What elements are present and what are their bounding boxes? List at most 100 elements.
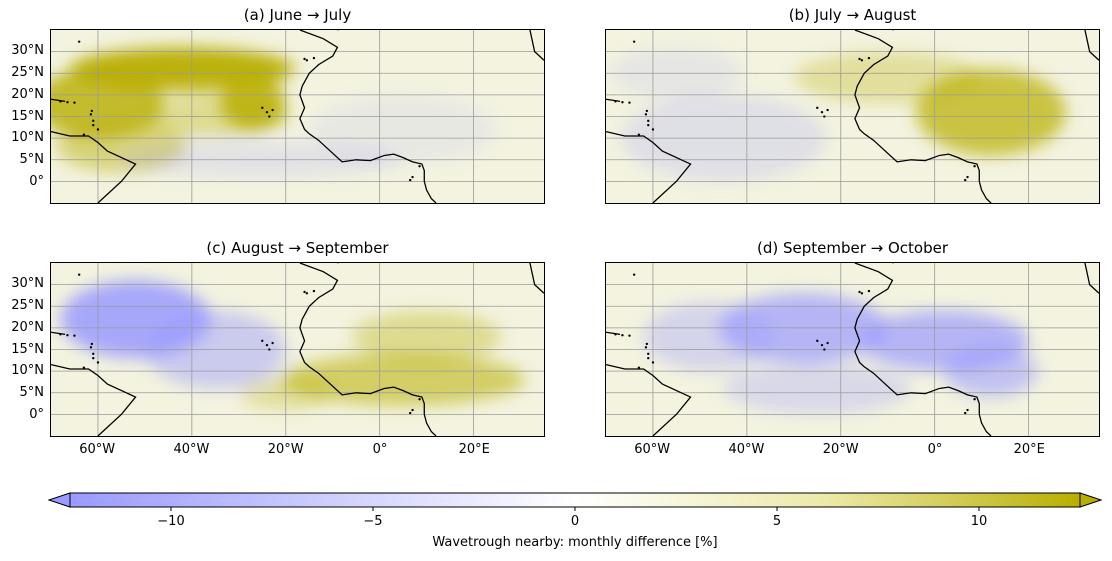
lat-tick-label: 0° [29, 174, 44, 190]
island [77, 273, 81, 276]
island [418, 398, 421, 401]
coastline [854, 30, 992, 203]
coastline [606, 98, 621, 103]
colorbar-tick-label: 5 [772, 514, 782, 529]
island [89, 346, 93, 349]
island [303, 290, 306, 294]
island [92, 356, 95, 360]
lat-tick-label: 30°N [11, 275, 44, 291]
island [96, 128, 100, 131]
map-panel-d [605, 262, 1100, 437]
island [66, 334, 69, 337]
island [73, 101, 76, 104]
colorbar-extend-high [1079, 492, 1102, 508]
lat-tick-label: 10°N [11, 363, 44, 379]
lon-tick-label: 20°W [822, 442, 859, 457]
island [637, 366, 641, 369]
island [645, 342, 649, 346]
island [966, 175, 969, 179]
island [621, 101, 624, 104]
map-panel-a [50, 29, 545, 204]
island [312, 289, 316, 293]
lat-tick-label: 15°N [11, 108, 44, 124]
panel-b-title: (b) July → August [788, 6, 917, 24]
island [614, 100, 617, 103]
island [82, 366, 86, 369]
island [963, 411, 967, 415]
island [632, 273, 636, 276]
island [632, 40, 636, 43]
positive-anomaly [793, 51, 982, 104]
island [268, 348, 271, 351]
coastline [1084, 263, 1099, 294]
island [826, 108, 829, 112]
coastline [299, 263, 437, 436]
coastline [606, 130, 692, 203]
island [90, 342, 94, 346]
lat-tick-label: 10°N [11, 130, 44, 146]
coastline [51, 130, 137, 203]
map-panel-b [605, 29, 1100, 204]
island [305, 292, 309, 295]
island [651, 361, 655, 364]
island [90, 109, 94, 113]
island [823, 115, 826, 118]
island [92, 123, 95, 127]
lon-tick-label: 40°W [173, 442, 210, 457]
lon-tick-label: 60°W [79, 442, 116, 457]
island [823, 348, 826, 351]
island [271, 108, 274, 112]
colorbar-tick-label: 0 [570, 514, 580, 529]
lon-tick-label: 60°W [634, 442, 671, 457]
lat-tick-label: 0° [29, 407, 44, 423]
island [973, 165, 976, 168]
lat-tick-label: 20°N [11, 319, 44, 335]
island [265, 110, 269, 114]
island [92, 352, 95, 356]
lon-tick-label: 0° [927, 442, 943, 457]
lat-tick-label: 15°N [11, 341, 44, 357]
panel-a-title: (a) June → July [243, 6, 352, 24]
lon-tick-label: 0° [372, 442, 388, 457]
lat-tick-label: 25°N [11, 64, 44, 80]
island [96, 361, 100, 364]
island [645, 109, 649, 113]
map-0-svg [51, 30, 544, 203]
positive-anomaly [351, 310, 502, 363]
island [77, 40, 81, 43]
island [411, 175, 414, 179]
island [261, 339, 264, 343]
island [621, 334, 624, 337]
coastline [529, 263, 544, 294]
island [858, 290, 861, 294]
island [92, 119, 95, 123]
island [963, 178, 967, 182]
map-panel-c [50, 262, 545, 437]
island [312, 56, 316, 60]
negative-anomaly [643, 301, 776, 372]
colorbar-tick-label: −5 [363, 514, 383, 529]
island [271, 341, 274, 345]
coastline [529, 30, 544, 61]
lat-tick-label: 30°N [11, 42, 44, 58]
island [59, 333, 62, 336]
map-3-svg [606, 263, 1099, 436]
lat-tick-label: 5°N [19, 152, 45, 168]
island [59, 100, 62, 103]
island [826, 341, 829, 345]
colorbar-gradient [69, 492, 1081, 508]
coastline [606, 363, 692, 436]
gridlines [606, 263, 1099, 436]
lon-tick-label: 20°E [1013, 442, 1045, 457]
island [411, 408, 414, 412]
island [820, 110, 824, 114]
coastline [1084, 30, 1099, 61]
island [816, 106, 819, 110]
lat-tick-label: 5°N [19, 385, 45, 401]
coastline [299, 30, 437, 203]
lat-tick-label: 25°N [11, 297, 44, 313]
island [860, 292, 864, 295]
island [268, 115, 271, 118]
map-1-svg [606, 30, 1099, 203]
island [647, 352, 650, 356]
